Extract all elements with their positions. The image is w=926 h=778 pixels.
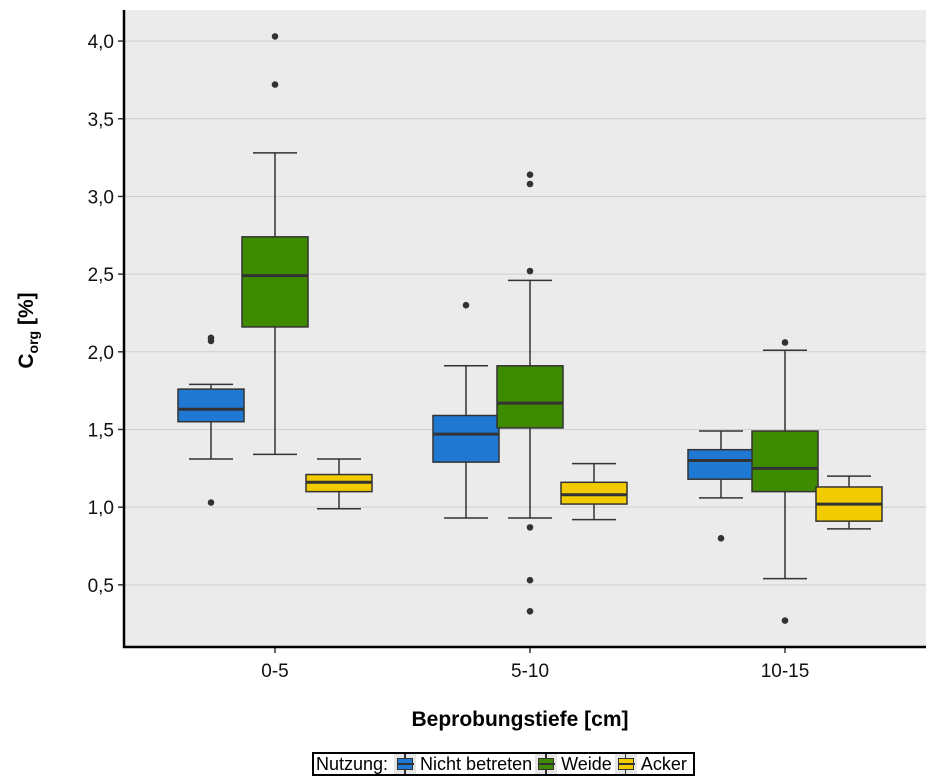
y-tick-label: 1,0 [88,498,114,519]
legend-key-nicht-betreten [394,754,417,774]
plot-panel [124,10,926,647]
y-axis-title-unit: [%] [15,292,38,331]
x-tick-label: 5-10 [511,661,549,682]
x-tick-label: 10-15 [761,661,810,682]
outlier-point [526,171,534,178]
y-axis-title: Corg [%] [15,292,41,368]
legend-item-nicht-betreten: Nicht betreten [394,754,532,775]
outlier-point [526,607,534,615]
box-acker-5-10 [560,462,628,521]
box-body [560,481,628,505]
box-weide-5-10 [496,171,564,615]
outlier-point [526,267,534,275]
box-nicht-betreten-5-10 [432,301,500,519]
box-acker-0-5 [305,458,373,510]
outlier-point [271,81,279,88]
legend-title: Nutzung: [316,753,389,774]
y-axis-ticks: 0,5 1,0 1,5 2,0 2,5 3,0 3,5 4,0 [88,32,124,597]
y-tick-label: 1,5 [88,420,114,441]
legend: Nutzung: Nicht betreten Weide Acker [312,752,695,776]
y-axis-title-main: C [15,353,38,368]
boxes [177,33,883,624]
box-body [432,414,500,463]
box-nicht-betreten-0-5 [177,334,245,506]
box-body [687,448,755,480]
x-axis-title: Beprobungstiefe [cm] [411,708,628,731]
x-tick-label: 0-5 [261,661,288,682]
outlier-point [271,33,279,40]
y-tick-label: 2,5 [88,265,114,286]
legend-label-weide: Weide [561,753,612,774]
legend-label-acker: Acker [640,753,687,774]
outlier-point [207,499,215,506]
box-weide-0-5 [241,33,309,456]
y-tick-label: 3,0 [88,187,114,208]
box-body [241,236,309,328]
box-body [496,365,564,429]
box-body [751,430,819,493]
legend-key-weide [535,754,558,774]
y-tick-label: 3,5 [88,110,114,131]
outlier-point [207,334,215,342]
outlier-point [781,617,789,624]
outlier-point [462,301,470,309]
outlier-point [781,339,789,346]
x-axis-ticks: 0-5 5-10 10-15 [261,647,809,682]
y-tick-label: 2,0 [88,343,114,364]
legend-item-weide: Weide [535,754,612,775]
box-acker-10-15 [815,475,883,530]
y-axis-title-sub: org [25,331,41,354]
y-tick-label: 0,5 [88,576,114,597]
outlier-point [526,180,534,188]
box-body [177,388,245,423]
box-nicht-betreten-10-15 [687,430,755,542]
y-tick-label: 4,0 [88,32,114,53]
outlier-point [526,524,534,531]
legend-label-nicht-betreten: Nicht betreten [420,753,533,774]
outlier-point [717,534,725,542]
outlier-point [526,576,534,584]
legend-key-acker [614,754,637,774]
box-weide-10-15 [751,339,819,624]
legend-item-acker: Acker [614,753,687,775]
